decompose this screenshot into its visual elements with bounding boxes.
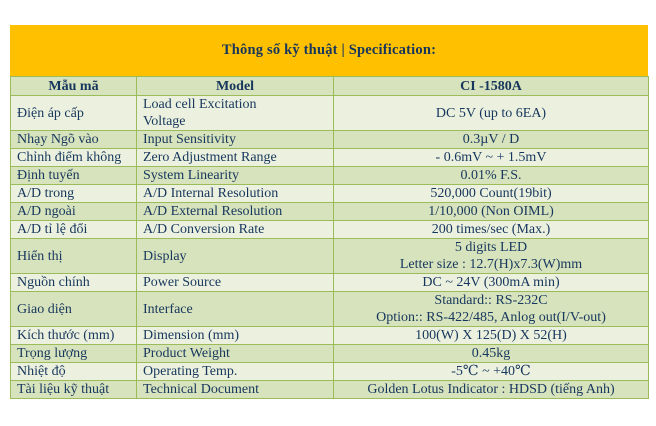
header-cell-model: Model (136, 76, 334, 96)
table-row: Nhạy Ngõ vào Input Sensitivity 0.3µV / D (10, 130, 649, 149)
table-row: A/D trong A/D Internal Resolution 520,000 … (10, 184, 649, 203)
row-value: 100(W) X 125(D) X 52(H) (333, 326, 649, 345)
spec-banner-title: Thông số kỹ thuật | Specification: (10, 25, 648, 76)
spec-table: Mẫu mã Model CI -1580A Điện áp cấp Load c… (10, 76, 649, 399)
row-value: 0.45kg (333, 344, 649, 363)
row-value: DC ~ 24V (300mA min) (333, 273, 649, 292)
spec-page: Thông số kỹ thuật | Specification: Mẫu m… (10, 25, 649, 399)
table-header-row: Mẫu mã Model CI -1580A (10, 76, 649, 96)
table-row: Nguồn chính Power Source DC ~ 24V (300mA m… (10, 273, 649, 292)
table-row: Hiển thị Display 5 digits LED Letter size … (10, 238, 649, 274)
row-label-english: Product Weight (136, 344, 334, 363)
row-value: Golden Lotus Indicator : HDSD (tiếng Anh… (333, 380, 649, 399)
row-label-english: A/D Internal Resolution (136, 184, 334, 203)
table-row: Nhiệt độ Operating Temp. -5℃ ~ +40℃ (10, 362, 649, 381)
row-label-vietnamese: Tài liệu kỹ thuật (10, 380, 137, 399)
table-row: Chỉnh điểm không Zero Adjustment Range - 0… (10, 148, 649, 167)
row-label-vietnamese: Điện áp cấp (10, 95, 137, 131)
row-value: 520,000 Count(19bit) (333, 184, 649, 203)
row-label-vietnamese: A/D ngoài (10, 202, 137, 221)
table-row: Tài liệu kỹ thuật Technical Document Golde… (10, 380, 649, 399)
row-value: -5℃ ~ +40℃ (333, 362, 649, 381)
row-label-english: A/D External Resolution (136, 202, 334, 221)
table-row: Kích thước (mm) Dimension (mm) 100(W) X 12… (10, 326, 649, 345)
header-cell-value: CI -1580A (333, 76, 649, 96)
table-row: Giao diện Interface Standard:: RS-232C Opt… (10, 291, 649, 327)
row-label-english: Load cell Excitation Voltage (136, 95, 334, 131)
row-label-english: Power Source (136, 273, 334, 292)
row-label-vietnamese: A/D trong (10, 184, 137, 203)
row-value: 200 times/sec (Max.) (333, 220, 649, 239)
row-label-vietnamese: Giao diện (10, 291, 137, 327)
header-cell-vietnamese: Mẫu mã (10, 76, 137, 96)
row-label-vietnamese: Kích thước (mm) (10, 326, 137, 345)
row-label-english: Dimension (mm) (136, 326, 334, 345)
table-row: Định tuyến System Linearity 0.01% F.S. (10, 166, 649, 185)
row-value: 1/10,000 (Non OIML) (333, 202, 649, 221)
row-label-vietnamese: A/D tỉ lệ đổi (10, 220, 137, 239)
row-value: 0.01% F.S. (333, 166, 649, 185)
row-label-english: Interface (136, 291, 334, 327)
table-row: A/D ngoài A/D External Resolution 1/10,000… (10, 202, 649, 221)
table-row: A/D tỉ lệ đổi A/D Conversion Rate 200 time… (10, 220, 649, 239)
row-value: 0.3µV / D (333, 130, 649, 149)
row-label-english: Display (136, 238, 334, 274)
row-label-vietnamese: Trọng lượng (10, 344, 137, 363)
row-label-english: Operating Temp. (136, 362, 334, 381)
row-label-vietnamese: Nguồn chính (10, 273, 137, 292)
row-value: DC 5V (up to 6EA) (333, 95, 649, 131)
row-label-vietnamese: Định tuyến (10, 166, 137, 185)
row-value: - 0.6mV ~ + 1.5mV (333, 148, 649, 167)
table-row: Trọng lượng Product Weight 0.45kg (10, 344, 649, 363)
table-row: Điện áp cấp Load cell Excitation Voltage D… (10, 95, 649, 131)
row-label-english: Technical Document (136, 380, 334, 399)
row-label-vietnamese: Chỉnh điểm không (10, 148, 137, 167)
row-label-vietnamese: Hiển thị (10, 238, 137, 274)
row-label-english: Zero Adjustment Range (136, 148, 334, 167)
row-label-vietnamese: Nhạy Ngõ vào (10, 130, 137, 149)
row-value: 5 digits LED Letter size : 12.7(H)x7.3(W… (333, 238, 649, 274)
row-label-english: A/D Conversion Rate (136, 220, 334, 239)
row-label-english: Input Sensitivity (136, 130, 334, 149)
row-label-vietnamese: Nhiệt độ (10, 362, 137, 381)
row-value: Standard:: RS-232C Option:: RS-422/485, … (333, 291, 649, 327)
row-label-english: System Linearity (136, 166, 334, 185)
spec-table-body: Điện áp cấp Load cell Excitation Voltage D… (10, 95, 649, 399)
